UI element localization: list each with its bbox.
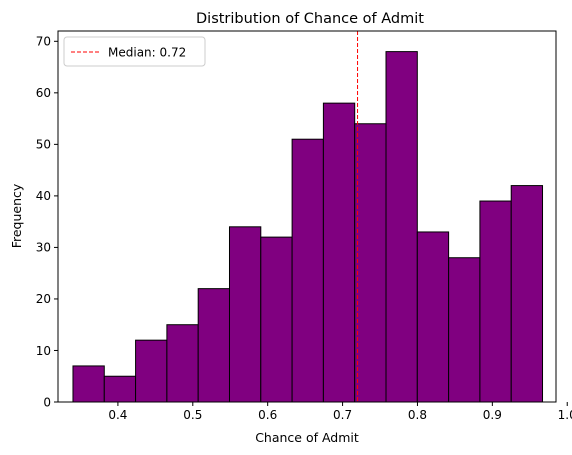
histogram-bar [385, 51, 418, 403]
y-axis-label: Frequency [9, 183, 24, 248]
histogram-bar [135, 339, 168, 403]
x-tick-label: 1.0 [558, 408, 572, 422]
y-tick-label: 30 [36, 241, 51, 255]
x-tick-label: 0.8 [408, 408, 427, 422]
y-tick-label: 60 [36, 86, 51, 100]
y-tick-label: 20 [36, 292, 51, 306]
histogram-bar [354, 123, 387, 403]
histogram-bar [322, 102, 356, 403]
histogram-bar [291, 138, 324, 403]
x-tick-label: 0.6 [258, 408, 277, 422]
y-tick-label: 0 [43, 395, 51, 409]
x-tick-label: 0.5 [183, 408, 202, 422]
histogram-bar [103, 375, 137, 403]
histogram-bar [448, 257, 481, 403]
chart-title: Distribution of Chance of Admit [196, 11, 424, 27]
legend: Median: 0.72 [63, 36, 206, 67]
histogram-bar [416, 231, 450, 403]
histogram-bar [479, 200, 512, 403]
histogram-bar [197, 288, 230, 403]
legend-box [63, 36, 206, 67]
x-axis-label: Chance of Admit [255, 430, 359, 445]
x-tick-label: 0.7 [333, 408, 352, 422]
legend-median-label: Median: 0.72 [108, 46, 186, 60]
histogram-bar [260, 236, 293, 403]
x-tick-label: 0.9 [483, 408, 502, 422]
y-tick-label: 70 [36, 35, 51, 49]
y-tick-label: 40 [36, 189, 51, 203]
y-axis-ticks: 0 10 20 30 40 50 60 70 [36, 35, 58, 409]
histogram-bar [228, 226, 262, 403]
x-tick-label: 0.4 [108, 408, 127, 422]
x-axis-ticks: 0.4 0.5 0.6 0.7 0.8 0.9 1.0 [108, 402, 572, 422]
y-tick-label: 10 [36, 344, 51, 358]
plot-frame [57, 30, 557, 403]
histogram-bar [510, 185, 544, 403]
y-tick-label: 50 [36, 138, 51, 152]
bars-group [72, 51, 544, 403]
histogram-bar [166, 324, 199, 403]
histogram-bar [72, 365, 105, 403]
